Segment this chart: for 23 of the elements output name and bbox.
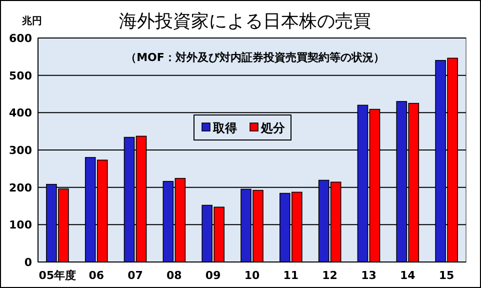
y-tick-label: 100 [9,218,32,232]
x-tick-label: 08 [166,269,182,282]
x-tick-label: 11 [283,269,299,282]
x-tick-label: 13 [361,269,376,282]
y-tick-label: 0 [24,256,32,269]
x-tick-label: 10 [244,269,260,282]
text: （MOF：対外及び対内証券投資売買契約等の状況） [126,51,384,64]
x-tick-label: 09 [205,269,221,282]
y-axis-title: 兆円 [21,15,42,27]
y-tick-label: 600 [9,32,32,45]
x-tick-label: 05年度 [38,269,76,282]
y-tick-label: 400 [9,106,32,120]
y-tick-label: 300 [9,144,32,157]
legend-label: 処分 [260,121,286,135]
legend-label: 取得 [212,121,237,135]
y-tick-label: 200 [9,181,32,194]
x-tick-label: 06 [88,269,104,282]
y-tick-label: 500 [9,69,32,82]
x-tick-label: 12 [322,269,338,282]
x-tick-label: 15 [438,269,454,282]
x-tick-label: 07 [128,269,143,282]
chart-title: 海外投資家による日本株の売買 [119,11,371,32]
x-tick-label: 14 [400,269,416,282]
